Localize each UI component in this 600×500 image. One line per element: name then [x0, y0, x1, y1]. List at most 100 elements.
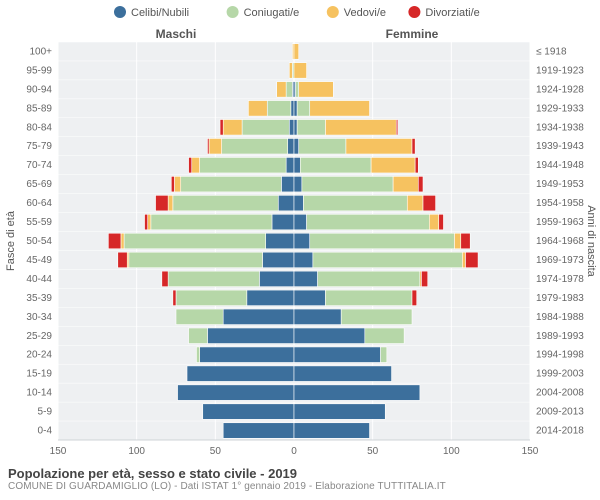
bar-female	[318, 271, 420, 287]
age-label: 95-99	[26, 65, 52, 76]
bar-male	[248, 101, 267, 117]
bar-female	[294, 252, 313, 268]
x-tick-label: 150	[50, 446, 67, 457]
bar-female	[294, 271, 318, 287]
bar-female	[294, 195, 303, 211]
bar-male	[168, 271, 259, 287]
age-label: 60-64	[26, 198, 52, 209]
birth-label: 1944-1948	[536, 160, 584, 171]
bar-female	[462, 252, 465, 268]
birth-label: 1959-1963	[536, 217, 584, 228]
age-label: 10-14	[26, 388, 52, 399]
bar-male	[124, 233, 266, 249]
bar-male	[207, 138, 209, 154]
bar-female	[303, 195, 407, 211]
age-label: 85-89	[26, 103, 52, 114]
birth-label: 1999-2003	[536, 369, 584, 380]
bar-female	[294, 290, 325, 306]
legend-label: Coniugati/e	[244, 7, 300, 19]
header-female: Femmine	[386, 27, 439, 41]
age-label: 55-59	[26, 217, 52, 228]
bar-female	[294, 385, 420, 401]
bar-female	[299, 82, 334, 98]
birth-label: 1989-1993	[536, 331, 584, 342]
birth-label: 1939-1943	[536, 141, 584, 152]
age-label: 65-69	[26, 179, 52, 190]
birth-label: 1924-1928	[536, 84, 584, 95]
bar-male	[162, 271, 168, 287]
bar-female	[325, 290, 412, 306]
legend-swatch	[408, 6, 420, 18]
bar-male	[176, 290, 247, 306]
axis-right-title: Anni di nascita	[585, 205, 597, 277]
birth-label: 2014-2018	[536, 426, 584, 437]
age-label: 5-9	[38, 407, 53, 418]
age-label: 0-4	[38, 426, 53, 437]
bar-female	[310, 233, 455, 249]
bar-female	[415, 157, 418, 173]
bar-male	[222, 138, 288, 154]
bar-female	[294, 404, 385, 420]
bar-male	[171, 176, 174, 192]
bar-female	[297, 120, 325, 136]
legend-swatch	[227, 6, 239, 18]
bar-female	[365, 328, 404, 344]
bar-female	[454, 233, 460, 249]
legend-swatch	[114, 6, 126, 18]
age-label: 20-24	[26, 350, 52, 361]
bar-male	[129, 252, 263, 268]
birth-label: 1994-1998	[536, 350, 584, 361]
bar-female	[302, 176, 393, 192]
bar-male	[286, 82, 292, 98]
bar-female	[421, 271, 427, 287]
bar-male	[200, 157, 287, 173]
birth-label: 1954-1958	[536, 198, 584, 209]
bar-female	[310, 101, 370, 117]
bar-male	[189, 157, 192, 173]
bar-male	[288, 138, 294, 154]
bar-female	[299, 138, 346, 154]
birth-label: 1974-1978	[536, 274, 584, 285]
bar-female	[294, 176, 302, 192]
bar-female	[300, 157, 371, 173]
bar-male	[289, 63, 292, 79]
bar-female	[313, 252, 462, 268]
bar-male	[173, 290, 176, 306]
bar-female	[381, 347, 387, 363]
age-label: 100+	[29, 46, 52, 57]
birth-label: 1969-1973	[536, 255, 584, 266]
legend-label: Divorziati/e	[425, 7, 479, 19]
bar-male	[189, 328, 208, 344]
bar-female	[294, 309, 341, 325]
bar-male	[145, 214, 148, 230]
bar-female	[294, 423, 370, 439]
bar-male	[203, 404, 294, 420]
bar-male	[259, 271, 294, 287]
chart-subtitle: COMUNE DI GUARDAMIGLIO (LO) - Dati ISTAT…	[8, 481, 592, 492]
legend-label: Vedovi/e	[344, 7, 386, 19]
age-label: 90-94	[26, 84, 52, 95]
birth-label: 1929-1933	[536, 103, 584, 114]
age-label: 50-54	[26, 236, 52, 247]
bar-male	[223, 309, 294, 325]
age-label: 35-39	[26, 293, 52, 304]
birth-label: ≤ 1918	[536, 46, 567, 57]
birth-label: 1934-1938	[536, 122, 584, 133]
bar-female	[294, 120, 297, 136]
x-tick-label: 50	[367, 446, 379, 457]
bar-female	[412, 138, 415, 154]
bar-male	[223, 120, 242, 136]
bar-female	[294, 347, 381, 363]
bar-female	[465, 252, 478, 268]
bar-male	[289, 120, 294, 136]
bar-female	[297, 101, 310, 117]
birth-label: 1949-1953	[536, 179, 584, 190]
bar-male	[272, 214, 294, 230]
age-label: 30-34	[26, 312, 52, 323]
chart-svg: Celibi/NubiliConiugati/eVedovi/eDivorzia…	[0, 0, 600, 462]
bar-female	[429, 214, 438, 230]
birth-label: 2004-2008	[536, 388, 584, 399]
bar-male	[266, 233, 294, 249]
bar-male	[151, 214, 272, 230]
bar-male	[200, 347, 294, 363]
